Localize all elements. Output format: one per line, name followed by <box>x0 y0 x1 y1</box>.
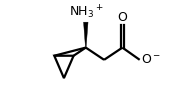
Text: O$^-$: O$^-$ <box>141 53 161 66</box>
Polygon shape <box>83 22 88 48</box>
Text: O: O <box>117 11 127 24</box>
Text: NH$_3$$^+$: NH$_3$$^+$ <box>69 4 103 21</box>
